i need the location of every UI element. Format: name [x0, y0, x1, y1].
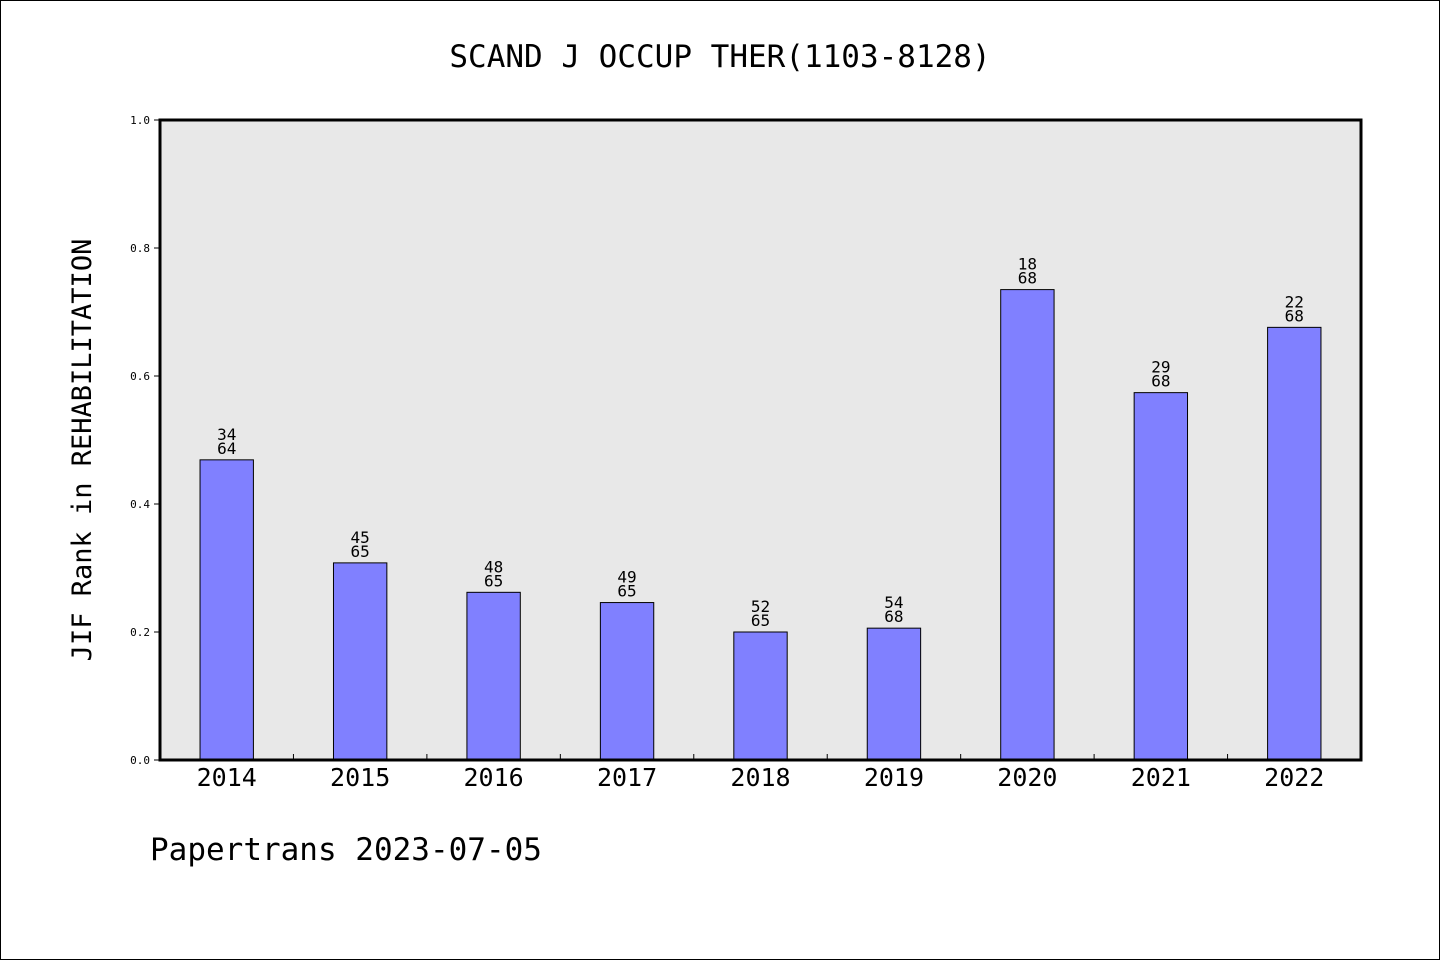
bar-2019 [866, 627, 922, 761]
x-tick-label: 2019 [864, 763, 924, 792]
bar-2014 [199, 459, 254, 761]
bar-2017 [599, 602, 655, 761]
bar-total-label: 65 [484, 571, 503, 590]
bar-rank-label: 18 [1018, 255, 1037, 274]
bar-rank-label: 49 [617, 568, 636, 587]
bar-2022 [1267, 326, 1322, 761]
bar-total-label: 65 [751, 611, 770, 630]
x-tick-label: 2016 [464, 763, 524, 792]
bar-total-label: 68 [884, 607, 903, 626]
y-tick-label: 0.2 [130, 626, 150, 639]
bar-rank-label: 48 [484, 557, 503, 576]
y-tick-label: 0.4 [130, 498, 150, 511]
bar-rank-label: 54 [884, 593, 903, 612]
x-axis: 2014 2015 2016 2017 2018 2019 2020 2021 2022 [197, 754, 1324, 792]
bar-total-label: 64 [217, 439, 236, 458]
bar-total-label: 65 [351, 542, 370, 561]
x-tick-label: 2022 [1264, 763, 1324, 792]
y-tick-label: 0.0 [130, 754, 150, 767]
bar-total-label: 65 [617, 582, 636, 601]
y-tick-label: 1.0 [130, 114, 150, 127]
x-tick-label: 2014 [197, 763, 257, 792]
bars [199, 289, 1322, 761]
bar-2016 [466, 591, 521, 761]
bar-2020 [1000, 289, 1055, 761]
footer-credit: Papertrans 2023-07-05 [150, 832, 542, 868]
bar-2021 [1133, 392, 1189, 761]
bar-rank-label: 22 [1285, 292, 1304, 311]
bar-2015 [332, 562, 388, 761]
x-tick-label: 2015 [330, 763, 390, 792]
y-axis-label: JIF Rank in REHABILITATION [67, 239, 98, 662]
plot-border [158, 118, 1363, 762]
bar-rank-label: 34 [217, 425, 236, 444]
x-tick-label: 2021 [1131, 763, 1191, 792]
y-tick-label: 0.6 [130, 370, 150, 383]
bar-2018 [733, 631, 788, 761]
bar-rank-label: 45 [351, 528, 370, 547]
bar-rank-label: 52 [751, 597, 770, 616]
bar-total-label: 68 [1151, 372, 1170, 391]
y-tick-label: 0.8 [130, 242, 150, 255]
x-tick-label: 2017 [597, 763, 657, 792]
x-tick-label: 2020 [997, 763, 1057, 792]
bar-rank-label: 29 [1151, 358, 1170, 377]
bar-total-label: 68 [1285, 306, 1304, 325]
x-tick-label: 2018 [730, 763, 790, 792]
bar-total-label: 68 [1018, 269, 1037, 288]
chart-title: SCAND J OCCUP THER(1103-8128) [449, 39, 990, 75]
y-axis: 0.0 0.2 0.4 0.6 0.8 1.0 [130, 114, 160, 767]
